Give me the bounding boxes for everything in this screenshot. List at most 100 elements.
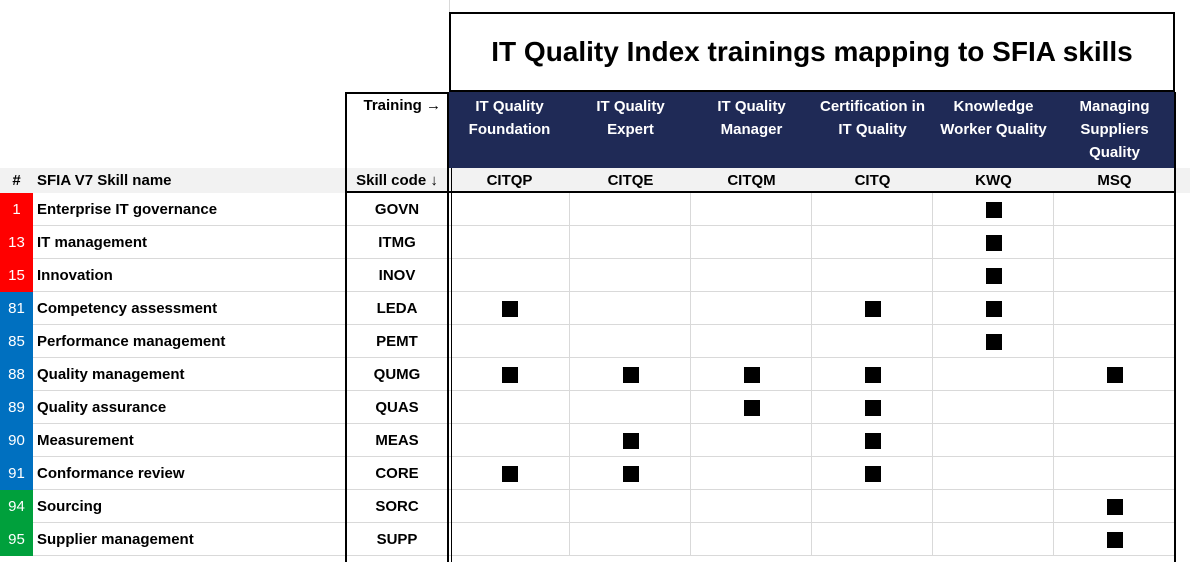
cell — [691, 490, 812, 523]
skill-name: Enterprise IT governance — [37, 201, 218, 218]
cell — [570, 259, 691, 292]
cell — [812, 457, 933, 490]
skill-code: QUMG — [373, 366, 421, 383]
row-border — [33, 226, 1175, 259]
cell — [812, 358, 933, 391]
skill-code: SORC — [375, 498, 419, 515]
title: IT Quality Index trainings mapping to SF… — [449, 12, 1175, 92]
training-name: IT Quality Manager — [717, 98, 786, 138]
cell — [570, 424, 691, 457]
training-name: Managing Suppliers Quality — [1079, 98, 1150, 161]
cell — [933, 292, 1054, 325]
mark — [864, 366, 881, 383]
cell — [933, 457, 1054, 490]
cell — [933, 358, 1054, 391]
border-line — [451, 168, 452, 562]
cell — [1054, 391, 1175, 424]
skill-code: MEAS — [375, 432, 419, 449]
cell — [570, 193, 691, 226]
cell — [449, 292, 570, 325]
number-header: # — [12, 172, 21, 189]
cell — [1054, 193, 1175, 226]
cell — [449, 193, 570, 226]
training-name: IT Quality Foundation — [468, 98, 551, 138]
training-name: IT Quality Expert — [596, 98, 665, 138]
skill-number: 88 — [0, 358, 33, 391]
skill-name: Performance management — [37, 333, 226, 350]
cell — [933, 523, 1054, 556]
training-code: KWQ — [975, 172, 1012, 189]
skill-name: Quality management — [37, 366, 185, 383]
training-name: Knowledge Worker Quality — [940, 98, 1047, 138]
skill-code: SUPP — [376, 531, 418, 548]
skill-number: 85 — [0, 325, 33, 358]
cell — [449, 226, 570, 259]
cell — [812, 259, 933, 292]
skill-number: 91 — [0, 457, 33, 490]
cell — [812, 391, 933, 424]
border-line — [345, 92, 347, 562]
skill-name: Quality assurance — [37, 399, 167, 416]
skill-code: PEMT — [376, 333, 418, 350]
skill-number: 1 — [0, 193, 33, 226]
training-code: CITQP — [486, 172, 533, 189]
border-line — [345, 191, 1175, 193]
cell — [570, 490, 691, 523]
skill-name: Supplier management — [37, 531, 194, 548]
skill-name: Innovation — [37, 267, 113, 284]
cell — [691, 325, 812, 358]
cell — [691, 391, 812, 424]
skill-name: Conformance review — [37, 465, 185, 482]
cell — [933, 259, 1054, 292]
row-border — [33, 325, 1175, 358]
skill-code: CORE — [375, 465, 419, 482]
cell — [691, 457, 812, 490]
mark — [501, 366, 518, 383]
row-border — [33, 490, 1175, 523]
mark — [864, 465, 881, 482]
mark — [985, 267, 1002, 284]
skill-name: Competency assessment — [37, 300, 218, 317]
border-line — [1174, 92, 1176, 562]
cell — [449, 325, 570, 358]
training-label: Training → — [363, 96, 441, 114]
cell — [812, 325, 933, 358]
mark — [864, 432, 881, 449]
header-band — [0, 168, 1190, 193]
cell — [691, 424, 812, 457]
training-code: MSQ — [1097, 172, 1132, 189]
row-border — [33, 424, 1175, 457]
row-border — [33, 259, 1175, 292]
mark — [501, 300, 518, 317]
cell — [812, 292, 933, 325]
cell — [933, 391, 1054, 424]
training-code: CITQE — [607, 172, 654, 189]
cell — [1054, 457, 1175, 490]
skill-number: 94 — [0, 490, 33, 523]
row-border — [33, 391, 1175, 424]
cell — [1054, 226, 1175, 259]
cell — [449, 259, 570, 292]
mark — [864, 300, 881, 317]
cell — [812, 226, 933, 259]
border-line — [447, 92, 449, 562]
row-border — [33, 457, 1175, 490]
skill-number: 89 — [0, 391, 33, 424]
cell — [812, 490, 933, 523]
mark — [985, 201, 1002, 218]
cell — [812, 424, 933, 457]
skill-number: 90 — [0, 424, 33, 457]
cell — [691, 358, 812, 391]
mark — [985, 234, 1002, 251]
cell — [570, 457, 691, 490]
cell — [1054, 259, 1175, 292]
skill-code: LEDA — [376, 300, 418, 317]
mark — [501, 465, 518, 482]
mark — [1106, 531, 1123, 548]
border-line — [449, 0, 450, 12]
mark — [985, 300, 1002, 317]
cell — [449, 523, 570, 556]
name-header: SFIA V7 Skill name — [37, 172, 172, 189]
cell — [933, 325, 1054, 358]
